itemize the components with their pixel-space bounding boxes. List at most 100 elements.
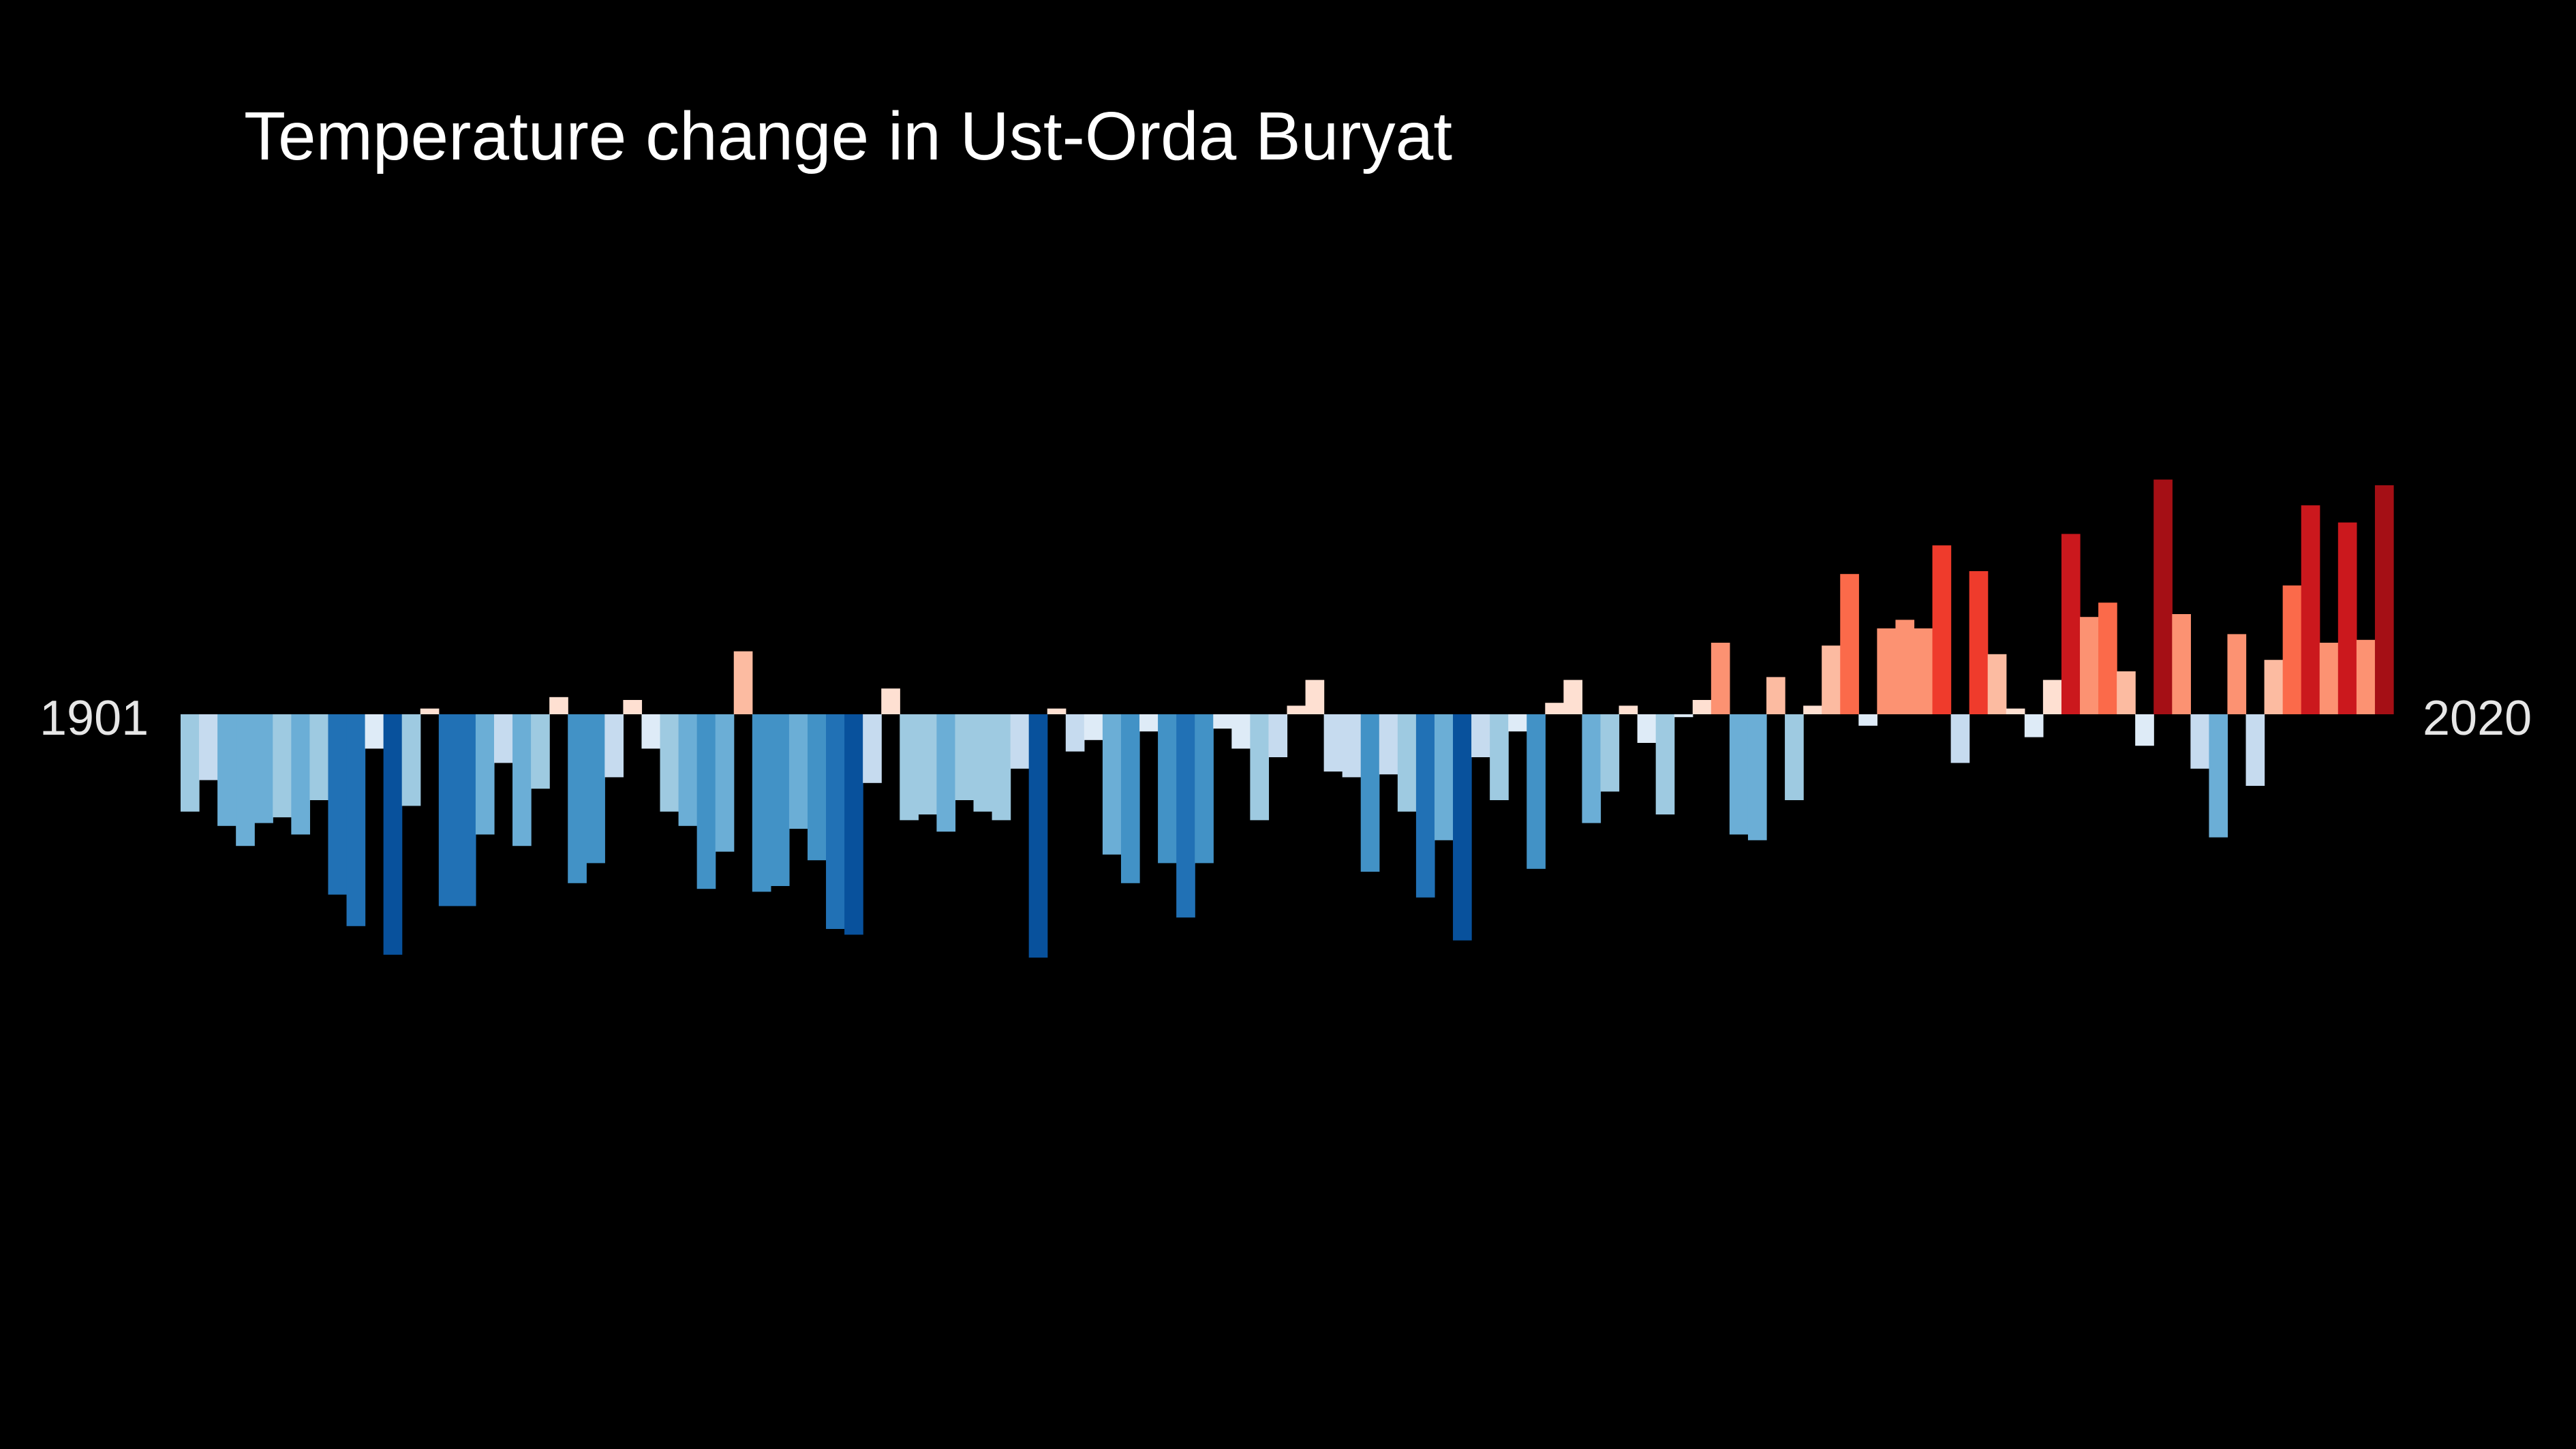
bar-1911 — [365, 714, 384, 749]
bar-1935 — [807, 714, 827, 861]
bar-1967 — [1397, 714, 1417, 812]
bar-1998 — [1969, 571, 1989, 714]
bar-2001 — [2024, 714, 2044, 737]
bar-1945 — [992, 714, 1011, 821]
bar-1940 — [900, 714, 919, 821]
bar-1957 — [1213, 714, 1232, 729]
bar-1993 — [1877, 628, 1897, 714]
start-year-label: 1901 — [40, 691, 149, 746]
bar-2005 — [2098, 603, 2117, 714]
bar-1983 — [1692, 700, 1712, 714]
bar-2002 — [2042, 680, 2062, 714]
bar-2015 — [2282, 585, 2302, 714]
bar-1941 — [918, 714, 937, 814]
bar-1978 — [1600, 714, 1620, 792]
bar-2013 — [2245, 714, 2265, 786]
bar-1915 — [438, 714, 458, 906]
bar-1924 — [604, 714, 624, 778]
bar-2003 — [2061, 534, 2081, 714]
bar-1943 — [955, 714, 975, 800]
bar-1980 — [1637, 714, 1657, 743]
bar-1919 — [512, 714, 532, 846]
bar-1995 — [1914, 628, 1933, 714]
bar-1918 — [493, 714, 513, 763]
bar-1985 — [1729, 714, 1749, 835]
bar-1914 — [420, 708, 440, 714]
bar-1906 — [273, 714, 292, 818]
bar-1920 — [531, 714, 550, 789]
bar-1961 — [1287, 705, 1306, 714]
bar-2008 — [2153, 479, 2173, 714]
bar-1904 — [236, 714, 255, 846]
bar-1997 — [1950, 714, 1970, 763]
bar-1929 — [696, 714, 716, 889]
bar-1932 — [752, 714, 771, 892]
bars-group — [181, 479, 2394, 958]
bar-2004 — [2080, 617, 2099, 714]
bar-1921 — [549, 697, 568, 714]
bar-1951 — [1102, 714, 1122, 855]
bar-2019 — [2356, 639, 2376, 714]
chart-title: Temperature change in Ust-Orda Buryat — [244, 98, 1453, 174]
bar-2014 — [2264, 660, 2284, 714]
bar-1984 — [1711, 643, 1730, 714]
bar-1913 — [401, 714, 421, 806]
bar-1970 — [1453, 714, 1472, 941]
bar-2007 — [2135, 714, 2154, 746]
bar-1989 — [1803, 705, 1822, 714]
bar-1976 — [1563, 680, 1583, 714]
bar-1903 — [217, 714, 236, 826]
bar-1928 — [678, 714, 698, 826]
bar-1955 — [1176, 714, 1195, 918]
bar-1923 — [586, 714, 605, 864]
bar-1954 — [1158, 714, 1177, 864]
bar-1948 — [1047, 708, 1067, 714]
bar-1927 — [660, 714, 679, 812]
bar-1952 — [1120, 714, 1140, 883]
bar-1931 — [733, 651, 753, 714]
bar-1902 — [199, 714, 218, 780]
bar-1972 — [1490, 714, 1509, 800]
bar-1971 — [1471, 714, 1490, 757]
bar-1947 — [1028, 714, 1048, 958]
bar-2020 — [2374, 485, 2394, 714]
bar-1908 — [309, 714, 329, 800]
bar-2006 — [2117, 671, 2136, 714]
bar-1907 — [291, 714, 311, 835]
bar-1963 — [1323, 714, 1343, 772]
bar-1964 — [1342, 714, 1362, 778]
bar-1936 — [826, 714, 845, 929]
bar-1988 — [1785, 714, 1804, 800]
bar-1990 — [1822, 645, 1841, 714]
bar-1960 — [1268, 714, 1288, 757]
bar-1996 — [1932, 545, 1952, 714]
bar-1905 — [254, 714, 273, 823]
bar-1979 — [1619, 705, 1638, 714]
bar-1974 — [1527, 714, 1546, 869]
bar-2018 — [2337, 522, 2357, 714]
bar-1968 — [1415, 714, 1435, 898]
bar-1925 — [623, 700, 643, 714]
bar-2016 — [2301, 505, 2320, 714]
bar-1909 — [328, 714, 348, 895]
bar-1969 — [1434, 714, 1454, 840]
bar-1962 — [1305, 680, 1325, 714]
bar-1950 — [1084, 714, 1103, 740]
bar-2017 — [2319, 643, 2339, 714]
bar-1966 — [1379, 714, 1398, 775]
end-year-label: 2020 — [2423, 691, 2532, 746]
bar-1977 — [1582, 714, 1601, 823]
bar-1942 — [936, 714, 956, 832]
bar-1981 — [1655, 714, 1675, 814]
bar-1934 — [788, 714, 808, 829]
bar-1917 — [475, 714, 495, 835]
bar-2010 — [2190, 714, 2210, 769]
bar-1987 — [1766, 677, 1785, 714]
bar-1946 — [1010, 714, 1030, 769]
bar-1986 — [1747, 714, 1767, 840]
bar-2000 — [2006, 708, 2025, 714]
bar-1926 — [641, 714, 661, 749]
bar-1982 — [1674, 714, 1693, 718]
bar-1939 — [881, 688, 900, 714]
bar-1910 — [346, 714, 366, 926]
